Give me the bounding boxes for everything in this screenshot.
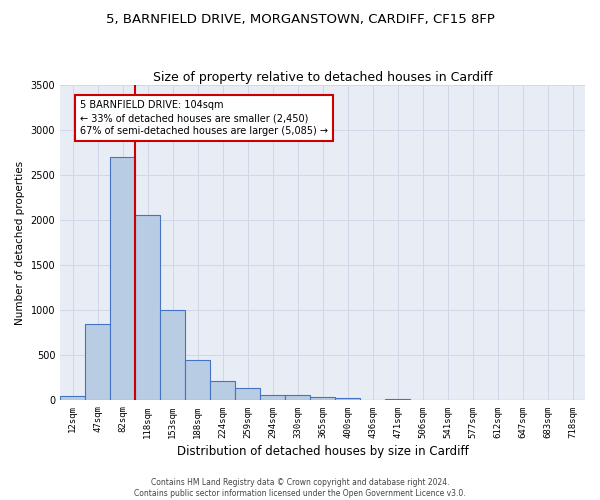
Bar [160, 310, 185, 400]
Bar [185, 360, 210, 401]
Bar [60, 396, 85, 400]
Bar [385, 398, 410, 400]
X-axis label: Distribution of detached houses by size in Cardiff: Distribution of detached houses by size … [177, 444, 469, 458]
Bar [135, 216, 160, 400]
Text: 5 BARNFIELD DRIVE: 104sqm
← 33% of detached houses are smaller (2,450)
67% of se: 5 BARNFIELD DRIVE: 104sqm ← 33% of detac… [80, 100, 328, 136]
Y-axis label: Number of detached properties: Number of detached properties [15, 160, 25, 324]
Bar [260, 394, 285, 400]
Bar [285, 396, 310, 400]
Bar [210, 380, 235, 400]
Bar [85, 324, 110, 400]
Text: 5, BARNFIELD DRIVE, MORGANSTOWN, CARDIFF, CF15 8FP: 5, BARNFIELD DRIVE, MORGANSTOWN, CARDIFF… [106, 12, 494, 26]
Bar [335, 398, 360, 400]
Bar [310, 398, 335, 400]
Bar [235, 388, 260, 400]
Title: Size of property relative to detached houses in Cardiff: Size of property relative to detached ho… [153, 70, 493, 84]
Text: Contains HM Land Registry data © Crown copyright and database right 2024.
Contai: Contains HM Land Registry data © Crown c… [134, 478, 466, 498]
Bar [110, 157, 135, 400]
